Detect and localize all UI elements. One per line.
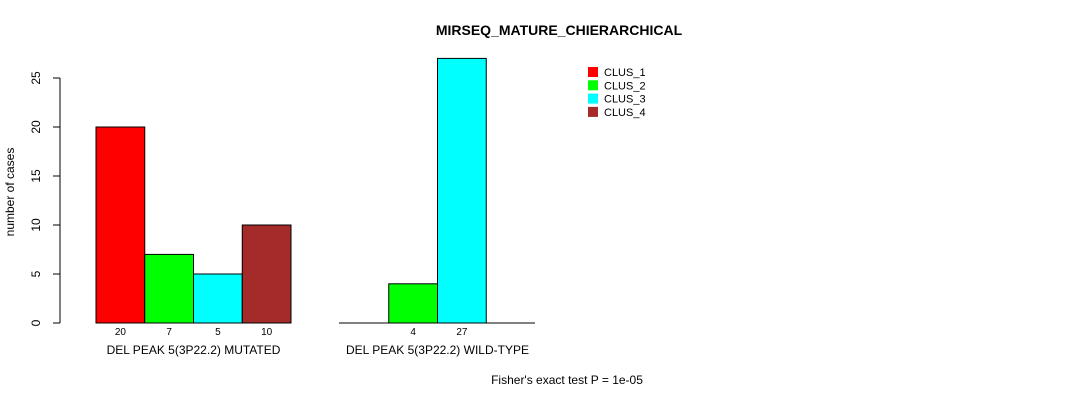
bar-value-label: 7 — [166, 327, 172, 338]
bar-clus-4 — [241, 224, 292, 324]
y-tick-label: 20 — [29, 120, 43, 134]
y-tick-label: 5 — [29, 270, 43, 277]
bar-value-label: 5 — [215, 327, 221, 338]
legend-label: CLUS_3 — [604, 94, 646, 106]
y-axis-label: number of cases — [3, 148, 17, 237]
bar-clus-3 — [193, 273, 243, 324]
legend-label: CLUS_1 — [604, 67, 646, 79]
y-tick-label: 10 — [29, 218, 43, 232]
bar-value-label: 20 — [115, 327, 127, 338]
bar-value-label: 10 — [261, 327, 273, 338]
y-tick-label: 15 — [29, 169, 43, 183]
chart-title: MIRSEQ_MATURE_CHIERARCHICAL — [436, 22, 683, 38]
bars: 20 7 5 10 DEL PEAK 5(3P22.2) MUTATED 4 27 DEL P… — [95, 57, 535, 357]
bar-clus-2 — [388, 283, 438, 324]
y-tick-label: 0 — [29, 319, 43, 326]
y-axis: 0 5 10 15 20 25 — [29, 71, 61, 326]
legend-swatch — [588, 80, 598, 91]
legend-swatch — [588, 106, 598, 117]
legend-swatch — [588, 93, 598, 104]
group-label: DEL PEAK 5(3P22.2) MUTATED — [107, 343, 281, 357]
bar-clus-1 — [95, 126, 146, 324]
bar-value-label: 27 — [456, 327, 468, 338]
y-tick-label: 25 — [29, 71, 43, 85]
group-label: DEL PEAK 5(3P22.2) WILD-TYPE — [346, 343, 529, 357]
bar-clus-2 — [144, 253, 194, 324]
legend-swatch — [588, 67, 598, 77]
legend-label: CLUS_4 — [604, 107, 646, 119]
fisher-annotation: Fisher's exact test P = 1e-05 — [491, 373, 643, 387]
legend-label: CLUS_2 — [604, 80, 646, 92]
bar-value-label: 4 — [410, 327, 416, 338]
bar-clus-3 — [437, 57, 487, 324]
